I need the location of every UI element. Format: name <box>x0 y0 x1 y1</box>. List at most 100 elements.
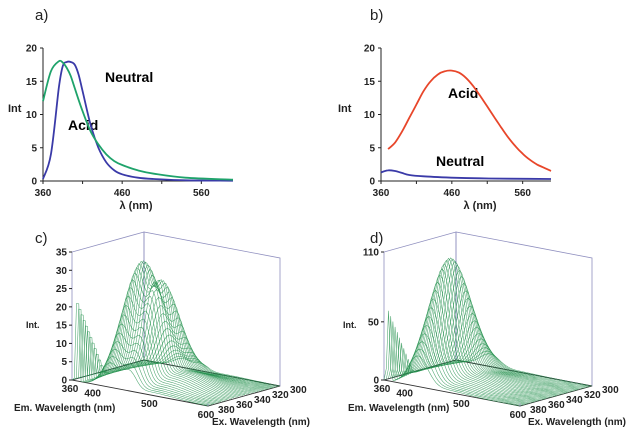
panel-c-ztick-label: 30 <box>56 266 68 277</box>
panel-c-mesh-line <box>111 268 248 395</box>
panel-c-extick-label: 360 <box>236 400 253 411</box>
panel-c-mesh-line <box>137 349 274 388</box>
panel-c-ztick-label: 20 <box>56 302 68 313</box>
panel-c-mesh-line <box>78 320 215 405</box>
panel-b-ytick-label: 10 <box>364 110 376 121</box>
panel-c-emtick-label: 400 <box>84 388 101 399</box>
panel-c-mesh-line <box>82 323 219 403</box>
panel-c-mesh-line <box>113 274 250 394</box>
panel-c-mesh-line <box>117 289 254 393</box>
panel-c-mesh-line <box>126 320 263 391</box>
panel-c-mesh-line <box>87 305 224 402</box>
panel-d-mesh-line <box>418 258 555 397</box>
panel-b-ytick-label: 0 <box>369 177 375 188</box>
panel-d-mesh-line <box>407 268 545 400</box>
panel-c: c) Int. Em. Wavelength (nm) Ex. Waveleng… <box>14 230 310 428</box>
panel-c-mesh-line <box>115 281 252 394</box>
panel-a-ylabel: Int <box>8 103 22 115</box>
panel-b-xtick-label: 460 <box>443 188 460 199</box>
panel-a-acid-label: Acid <box>68 117 98 133</box>
panel-a-series-acid <box>42 59 234 181</box>
panel-c-mesh-line <box>109 264 246 396</box>
panel-d-ztick-label: 0 <box>373 376 379 387</box>
panel-c-mesh-line <box>93 279 230 400</box>
panel-b-series-neutral <box>380 169 552 180</box>
panel-a-ytick-label: 20 <box>26 44 38 55</box>
panel-b-ytick-label: 5 <box>369 143 375 154</box>
panel-c-ztick-label: 25 <box>56 284 68 295</box>
panel-a-ytick-label: 5 <box>31 143 37 154</box>
panel-b-series-acid <box>387 69 552 172</box>
panel-d-mesh-line <box>403 281 540 401</box>
panel-c-mesh-line <box>71 303 209 407</box>
panel-a-xlabel: λ (nm) <box>120 200 153 212</box>
panel-d-mesh-line <box>449 343 586 389</box>
panel-d-mesh-line <box>412 259 549 399</box>
panel-d-mesh-line <box>390 326 527 405</box>
panel-d-exlabel: Ex. Wavelength (nm) <box>528 417 626 428</box>
panel-b-ylabel: Int <box>338 103 352 115</box>
panel-c-emtick-label: 500 <box>141 399 158 410</box>
panel-c-emtick-label: 600 <box>198 410 215 421</box>
panel-d-extick-label: 340 <box>566 395 583 406</box>
panel-c-ztick-label: 10 <box>56 339 68 350</box>
panel-d-emtick-label: 600 <box>510 410 527 421</box>
panel-d-mesh-line <box>410 263 547 399</box>
panel-a-label: a) <box>35 7 48 24</box>
panel-c-mesh-line <box>95 272 233 399</box>
panel-d-extick-label: 360 <box>548 400 565 411</box>
panel-d-zlabel: Int. <box>343 320 357 330</box>
panel-d-mesh-line <box>416 257 553 398</box>
panel-d-emtick-label: 500 <box>453 399 470 410</box>
panel-c-extick-label: 340 <box>254 395 271 406</box>
panel-d-emtick-label: 400 <box>396 388 413 399</box>
panel-d-ztick-label: 50 <box>368 317 380 328</box>
panel-d-extick-label: 380 <box>530 405 547 416</box>
panel-c-mesh-line <box>128 328 265 391</box>
panel-c-mesh-line <box>106 261 243 396</box>
panel-d-mesh-line <box>442 327 579 390</box>
panel-d-emlabel: Em. Wavelength (nm) <box>348 403 449 414</box>
panel-d-ztick-label: 110 <box>363 248 380 259</box>
panel-d-mesh-line <box>436 305 573 392</box>
panel-c-extick-label: 320 <box>272 390 289 401</box>
panel-d-mesh-line <box>440 320 577 391</box>
panel-b-xtick-label: 360 <box>373 188 390 199</box>
panel-d-extick-label: 300 <box>602 385 619 396</box>
panel-c-mesh-line <box>89 295 226 401</box>
panel-d-extick-label: 320 <box>584 390 601 401</box>
panel-b-label: b) <box>370 7 383 24</box>
panel-c-label: c) <box>35 230 48 247</box>
panel-b: b) Int λ (nm) Acid Neutral 0 5 10 15 20 360 46… <box>338 7 552 212</box>
panel-a-neutral-label: Neutral <box>105 69 153 85</box>
panel-d-mesh-line <box>423 264 560 396</box>
panel-c-emtick-label: 360 <box>62 384 79 395</box>
panel-d-mesh-line <box>414 257 551 398</box>
panel-c-mesh-line <box>124 313 261 392</box>
panel-c-mesh-line <box>141 356 278 387</box>
panel-c-mesh-line <box>135 345 272 389</box>
panel-c-mesh-line <box>139 353 276 388</box>
panel-d: d) Int. Em. Wavelength (nm) Ex. Waveleng… <box>343 230 626 428</box>
panel-d-mesh-line <box>383 310 521 407</box>
panel-d-mesh-line <box>394 316 531 404</box>
panel-c-ztick-label: 35 <box>56 248 68 259</box>
panel-c-mesh-line <box>143 358 281 387</box>
panel-d-mesh-line <box>399 298 536 403</box>
panel-a-xtick-label: 560 <box>193 188 210 199</box>
panel-c-zlabel: Int. <box>26 320 40 330</box>
panel-a-xtick-label: 460 <box>114 188 131 199</box>
panel-c-mesh-line <box>80 325 217 404</box>
panel-d-mesh-line <box>447 338 584 389</box>
panel-d-emtick-label: 360 <box>374 384 391 395</box>
panel-c-emlabel: Em. Wavelength (nm) <box>14 403 115 414</box>
panel-c-mesh-line <box>102 260 239 397</box>
panel-d-back-wall <box>455 231 593 387</box>
panel-b-acid-label: Acid <box>448 85 478 101</box>
panel-a-xtick-label: 360 <box>35 188 52 199</box>
panel-c-mesh-line <box>85 314 222 403</box>
panel-d-mesh-line <box>405 274 542 401</box>
panel-d-mesh-line <box>455 353 593 387</box>
panel-b-xlabel: λ (nm) <box>464 200 497 212</box>
